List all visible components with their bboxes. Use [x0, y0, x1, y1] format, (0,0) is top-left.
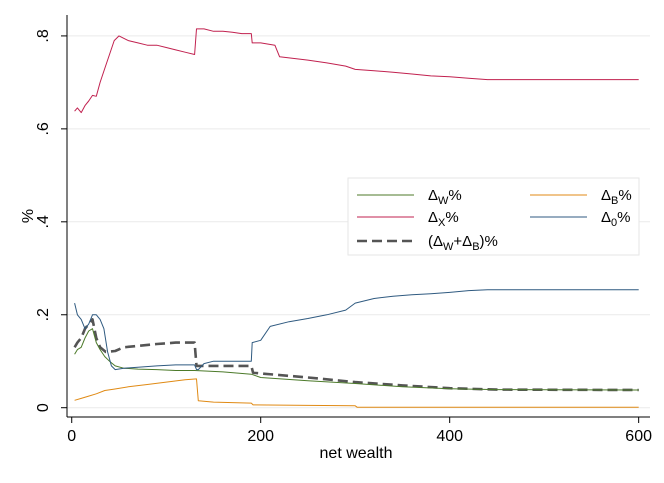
y-tick-label: .2 [35, 308, 52, 321]
y-tick-label: 0 [35, 403, 52, 412]
legend: ΔW% ΔB% ΔX% Δ0% (ΔW+ΔB)% [347, 177, 640, 256]
x-tick-label: 600 [625, 428, 652, 445]
series-line-wb-sum [73, 318, 639, 392]
x-tick-label: 400 [436, 428, 463, 445]
x-axis-title: net wealth [320, 445, 393, 462]
y-ticks: 0 .2 .4 .6 .8 [35, 29, 67, 412]
axes [66, 15, 650, 418]
legend-label: Δ0% [601, 209, 631, 229]
y-tick-label: .4 [35, 215, 52, 228]
series-line-b [74, 378, 639, 408]
series-line-w [74, 328, 639, 391]
x-tick-label: 200 [247, 428, 274, 445]
legend-label: ΔW% [428, 187, 462, 207]
y-tick-label: .8 [35, 29, 52, 42]
legend-label: (ΔW+ΔB)% [428, 233, 498, 253]
x-tick-label: 0 [67, 428, 76, 445]
legend-label: ΔB% [601, 187, 632, 207]
series-line-0 [74, 289, 639, 371]
series-layer [73, 28, 639, 408]
y-tick-label: .6 [35, 122, 52, 135]
x-ticks: 0 200 400 600 [67, 417, 652, 445]
series-line-x [74, 28, 639, 114]
y-axis-title: % [20, 209, 37, 223]
legend-label: ΔX% [428, 209, 459, 229]
